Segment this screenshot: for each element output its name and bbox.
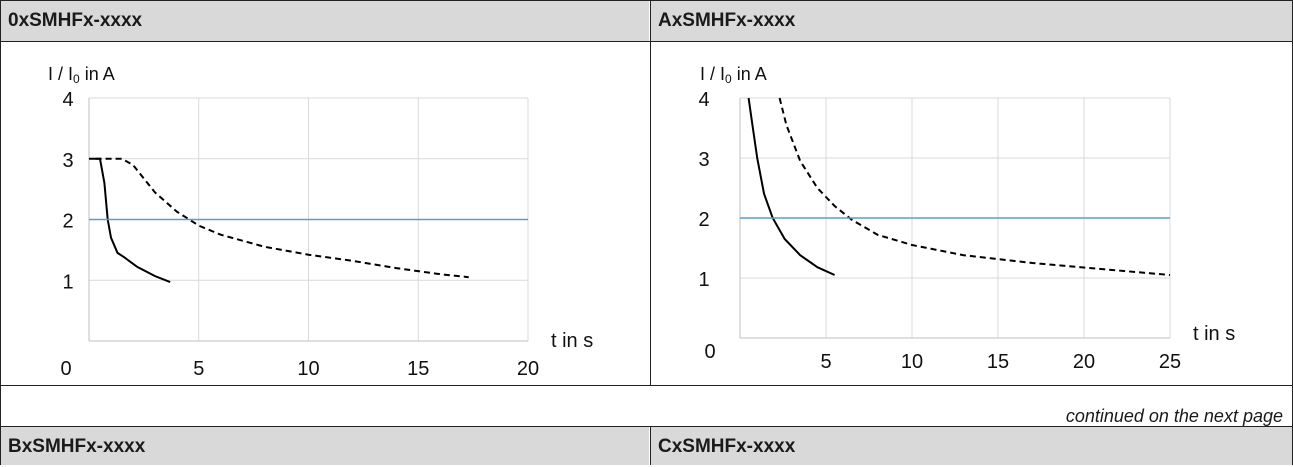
series-line-0 bbox=[89, 157, 171, 284]
series-line-1 bbox=[778, 97, 1171, 276]
x-tick-label: 25 bbox=[1159, 351, 1181, 373]
x-tick-label: 10 bbox=[297, 358, 319, 380]
x-tick-label: 15 bbox=[407, 358, 429, 380]
header-top-left: 0xSMHFx-xxxx bbox=[1, 1, 649, 41]
y-tick-label: 1 bbox=[698, 269, 709, 291]
chart-0xsmhf: 0 5 10 15 20 1 2 3 4 I / I0 in A t in s bbox=[48, 64, 593, 380]
header-bottom-right: CxSMHFx-xxxx bbox=[651, 427, 1292, 465]
header-bottom-left: BxSMHFx-xxxx bbox=[1, 427, 649, 465]
table-border-chartrow bbox=[0, 385, 1293, 386]
chart-axsmhf: 0 5 10 15 20 25 1 2 3 4 I / I0 in A t in s bbox=[698, 64, 1235, 373]
table-border-mid-bottom bbox=[650, 426, 651, 465]
x-tick-label: 10 bbox=[901, 351, 923, 373]
y-tick-label: 3 bbox=[698, 149, 709, 171]
x-tick-label: 5 bbox=[193, 358, 204, 380]
table-border-top bbox=[0, 0, 1293, 1]
y-tick-label: 3 bbox=[62, 150, 73, 172]
y-tick-label: 4 bbox=[698, 89, 709, 111]
y-axis-label: I / I0 in A bbox=[48, 64, 115, 86]
x-tick-label: 20 bbox=[1073, 351, 1095, 373]
table-border-header bbox=[0, 41, 1293, 42]
x-tick-label: 15 bbox=[987, 351, 1009, 373]
x-tick-label: 5 bbox=[820, 351, 831, 373]
table-border-note bbox=[0, 426, 1293, 427]
y-tick-label: 2 bbox=[62, 211, 73, 233]
y-tick-label: 2 bbox=[698, 209, 709, 231]
table-border-mid-top bbox=[650, 0, 651, 386]
y-axis-label: I / I0 in A bbox=[700, 64, 767, 86]
x-tick-label: 0 bbox=[60, 358, 71, 380]
y-tick-label: 1 bbox=[62, 271, 73, 293]
continued-note: continued on the next page bbox=[1065, 406, 1283, 426]
x-axis-label: t in s bbox=[551, 330, 593, 352]
y-tick-label: 4 bbox=[62, 89, 73, 111]
table-border-left bbox=[0, 0, 1, 465]
x-tick-label: 0 bbox=[704, 341, 715, 363]
series-line-1 bbox=[95, 157, 469, 279]
x-tick-label: 20 bbox=[517, 358, 539, 380]
x-axis-label: t in s bbox=[1193, 323, 1235, 345]
header-top-right: AxSMHFx-xxxx bbox=[651, 1, 1292, 41]
series-line-0 bbox=[747, 97, 836, 276]
